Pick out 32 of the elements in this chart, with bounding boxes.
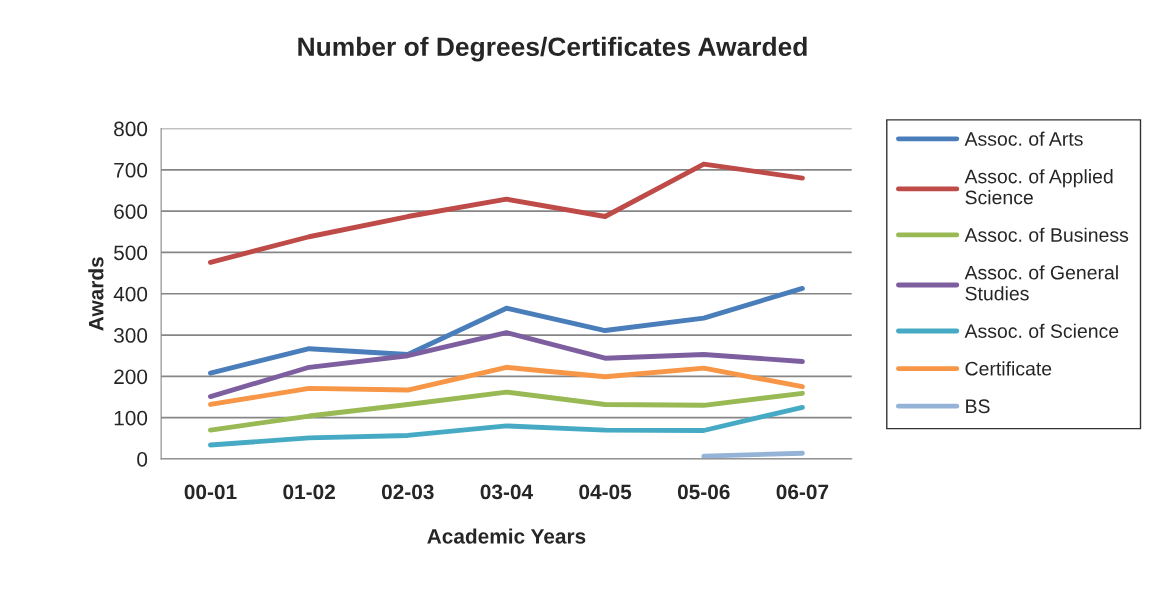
line-series <box>208 161 805 265</box>
legend-label: Assoc. of Arts <box>964 131 1083 146</box>
y-tick-label: 800 <box>114 121 148 137</box>
y-tick-label: 600 <box>114 204 148 219</box>
chart-title: Number of Degrees/Certificates Awarded <box>298 36 807 62</box>
legend-label: Assoc. of Science <box>964 323 1119 338</box>
line-series <box>208 389 805 433</box>
x-tick-label: 03-04 <box>480 484 533 500</box>
x-tick-label: 01-02 <box>283 484 335 500</box>
legend-label: Certificate <box>965 361 1052 376</box>
y-tick-label: 300 <box>113 328 148 343</box>
legend-label: BS <box>966 399 990 414</box>
y-tick-label: 0 <box>137 452 148 467</box>
x-axis-title: Academic Years <box>427 528 586 544</box>
line-series <box>208 404 805 448</box>
y-tick-label: 400 <box>113 286 148 302</box>
y-tick-label: 500 <box>114 245 148 261</box>
legend-label: Assoc. of Applied Science <box>964 169 1113 205</box>
y-tick-label: 200 <box>114 369 148 385</box>
legend-label: Assoc. of Business <box>964 227 1129 242</box>
x-tick-label: 06-07 <box>776 484 829 500</box>
line-series <box>208 330 805 400</box>
y-tick-label: 700 <box>114 162 148 178</box>
line-series <box>208 285 805 376</box>
y-axis-title: Awards <box>88 257 104 331</box>
x-tick-label: 02-03 <box>381 484 434 500</box>
line-series <box>208 364 805 407</box>
x-tick-label: 05-06 <box>677 484 730 500</box>
y-tick-label: 100 <box>114 410 148 426</box>
legend-label: Assoc. of General Studies <box>964 265 1118 301</box>
x-tick-label: 00-01 <box>184 484 237 500</box>
x-tick-label: 04-05 <box>579 484 632 500</box>
